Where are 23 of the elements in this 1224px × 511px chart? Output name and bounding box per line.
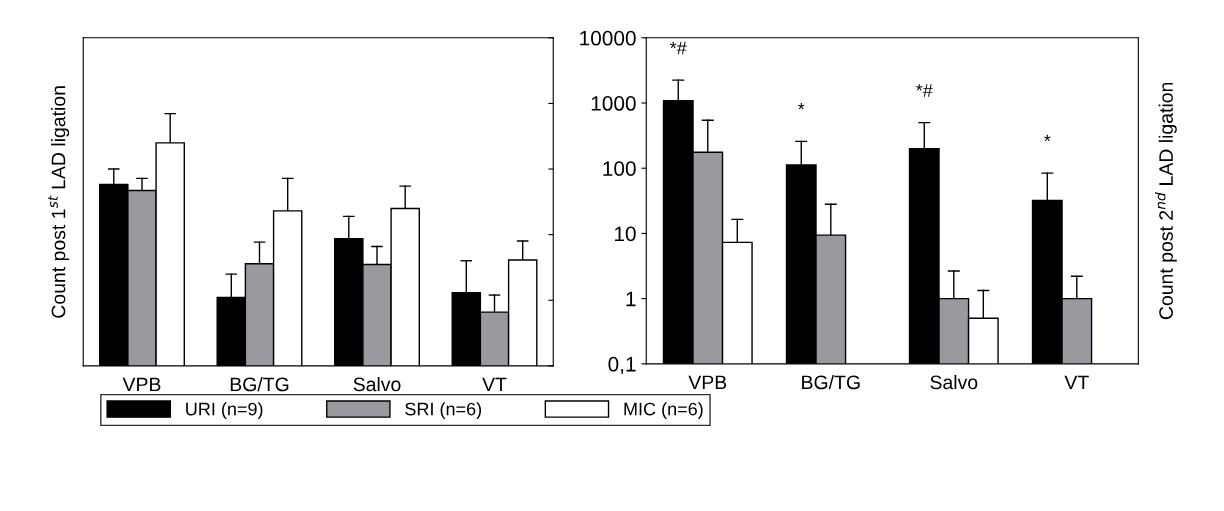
y-tick-label: 1000 bbox=[591, 96, 636, 111]
annotation: * bbox=[798, 102, 805, 110]
x-tick-label: BG/TG bbox=[802, 374, 860, 390]
x-tick-label: VPB bbox=[122, 377, 161, 392]
y-axis-title: Count post 1$^{st}$ LAD ligation bbox=[48, 86, 70, 318]
y-tick-label: 0,1 bbox=[608, 356, 636, 375]
x-tick-label: Salvo bbox=[353, 376, 401, 392]
x-tick-label: BG/TG bbox=[230, 376, 289, 392]
legend-label: MIC (n=6) bbox=[624, 402, 703, 419]
x-tick-label: Salvo bbox=[930, 374, 978, 390]
annotation: * bbox=[1044, 134, 1051, 142]
x-tick-label: VT bbox=[482, 377, 507, 392]
y-axis-title: Count post 2$^{nd}$ LAD ligation bbox=[1154, 82, 1177, 320]
legend-label: URI (n=9) bbox=[186, 402, 263, 419]
y-tick-label: 10 bbox=[614, 226, 636, 242]
x-tick-label: VT bbox=[1064, 375, 1089, 390]
legend-label: SRI (n=6) bbox=[405, 402, 482, 419]
y-tick-label: 100 bbox=[603, 161, 636, 176]
annotation: *# bbox=[670, 41, 687, 55]
y-tick-label: 1 bbox=[626, 291, 636, 307]
x-tick-label: VPB bbox=[688, 375, 727, 390]
annotation: *# bbox=[916, 84, 933, 97]
y-tick-label: 10000 bbox=[580, 30, 636, 46]
